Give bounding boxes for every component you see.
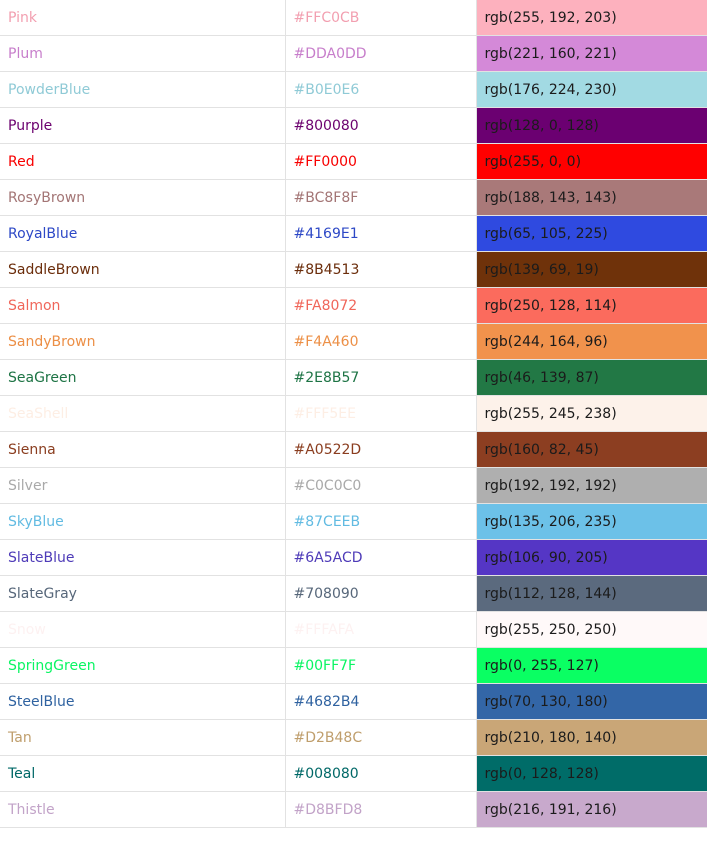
color-row: Plum #DDA0DD rgb(221, 160, 221) — [0, 35, 707, 72]
color-name: SlateBlue — [0, 539, 286, 576]
color-row: SeaGreen #2E8B57 rgb(46, 139, 87) — [0, 359, 707, 396]
color-row: Sienna #A0522D rgb(160, 82, 45) — [0, 431, 707, 468]
color-rgb-swatch: rgb(135, 206, 235) — [476, 503, 707, 540]
color-hex: #FF0000 — [285, 143, 477, 180]
color-hex: #B0E0E6 — [285, 71, 477, 108]
color-name: SteelBlue — [0, 683, 286, 720]
color-row: SandyBrown #F4A460 rgb(244, 164, 96) — [0, 323, 707, 360]
color-name: SpringGreen — [0, 647, 286, 684]
color-rgb-swatch: rgb(139, 69, 19) — [476, 251, 707, 288]
color-row: Pink #FFC0CB rgb(255, 192, 203) — [0, 0, 707, 36]
color-hex: #D2B48C — [285, 719, 477, 756]
color-rgb-swatch: rgb(106, 90, 205) — [476, 539, 707, 576]
color-rgb-swatch: rgb(255, 0, 0) — [476, 143, 707, 180]
color-rgb-swatch: rgb(244, 164, 96) — [476, 323, 707, 360]
color-row: Thistle #D8BFD8 rgb(216, 191, 216) — [0, 791, 707, 828]
color-name: Red — [0, 143, 286, 180]
color-row: Purple #800080 rgb(128, 0, 128) — [0, 107, 707, 144]
color-row: Silver #C0C0C0 rgb(192, 192, 192) — [0, 467, 707, 504]
color-hex: #87CEEB — [285, 503, 477, 540]
color-name: Teal — [0, 755, 286, 792]
color-row: SlateBlue #6A5ACD rgb(106, 90, 205) — [0, 539, 707, 576]
color-row: SpringGreen #00FF7F rgb(0, 255, 127) — [0, 647, 707, 684]
color-name: Tan — [0, 719, 286, 756]
color-name: SaddleBrown — [0, 251, 286, 288]
color-rgb-swatch: rgb(160, 82, 45) — [476, 431, 707, 468]
color-row: RoyalBlue #4169E1 rgb(65, 105, 225) — [0, 215, 707, 252]
color-name: SkyBlue — [0, 503, 286, 540]
color-rgb-swatch: rgb(176, 224, 230) — [476, 71, 707, 108]
color-hex: #FFFAFA — [285, 611, 477, 648]
color-rgb-swatch: rgb(128, 0, 128) — [476, 107, 707, 144]
color-row: Salmon #FA8072 rgb(250, 128, 114) — [0, 287, 707, 324]
color-name: SeaGreen — [0, 359, 286, 396]
color-hex: #708090 — [285, 575, 477, 612]
color-rgb-swatch: rgb(250, 128, 114) — [476, 287, 707, 324]
color-row: SteelBlue #4682B4 rgb(70, 130, 180) — [0, 683, 707, 720]
color-name: Salmon — [0, 287, 286, 324]
color-name: Thistle — [0, 791, 286, 828]
color-rgb-swatch: rgb(216, 191, 216) — [476, 791, 707, 828]
color-hex: #C0C0C0 — [285, 467, 477, 504]
color-rgb-swatch: rgb(65, 105, 225) — [476, 215, 707, 252]
color-row: Snow #FFFAFA rgb(255, 250, 250) — [0, 611, 707, 648]
color-hex: #4682B4 — [285, 683, 477, 720]
color-rgb-swatch: rgb(46, 139, 87) — [476, 359, 707, 396]
color-name: Purple — [0, 107, 286, 144]
color-rgb-swatch: rgb(210, 180, 140) — [476, 719, 707, 756]
color-row: PowderBlue #B0E0E6 rgb(176, 224, 230) — [0, 71, 707, 108]
color-hex: #BC8F8F — [285, 179, 477, 216]
color-row: SaddleBrown #8B4513 rgb(139, 69, 19) — [0, 251, 707, 288]
color-hex: #F4A460 — [285, 323, 477, 360]
color-hex: #008080 — [285, 755, 477, 792]
color-name: Silver — [0, 467, 286, 504]
color-table: Pink #FFC0CB rgb(255, 192, 203) Plum #DDA0DD… — [0, 0, 707, 828]
color-rgb-swatch: rgb(0, 255, 127) — [476, 647, 707, 684]
color-table-body: Pink #FFC0CB rgb(255, 192, 203) Plum #DDA0DD… — [0, 0, 707, 828]
color-hex: #FFC0CB — [285, 0, 477, 36]
color-name: Pink — [0, 0, 286, 36]
color-hex: #6A5ACD — [285, 539, 477, 576]
color-hex: #00FF7F — [285, 647, 477, 684]
color-row: SeaShell #FFF5EE rgb(255, 245, 238) — [0, 395, 707, 432]
color-name: PowderBlue — [0, 71, 286, 108]
color-row: SlateGray #708090 rgb(112, 128, 144) — [0, 575, 707, 612]
color-rgb-swatch: rgb(255, 250, 250) — [476, 611, 707, 648]
color-row: SkyBlue #87CEEB rgb(135, 206, 235) — [0, 503, 707, 540]
color-rgb-swatch: rgb(70, 130, 180) — [476, 683, 707, 720]
color-hex: #A0522D — [285, 431, 477, 468]
color-name: Snow — [0, 611, 286, 648]
color-hex: #D8BFD8 — [285, 791, 477, 828]
color-rgb-swatch: rgb(255, 192, 203) — [476, 0, 707, 36]
color-name: Sienna — [0, 431, 286, 468]
color-rgb-swatch: rgb(255, 245, 238) — [476, 395, 707, 432]
color-row: Tan #D2B48C rgb(210, 180, 140) — [0, 719, 707, 756]
color-hex: #8B4513 — [285, 251, 477, 288]
color-name: SandyBrown — [0, 323, 286, 360]
color-rgb-swatch: rgb(221, 160, 221) — [476, 35, 707, 72]
color-hex: #FFF5EE — [285, 395, 477, 432]
color-rgb-swatch: rgb(188, 143, 143) — [476, 179, 707, 216]
color-row: RosyBrown #BC8F8F rgb(188, 143, 143) — [0, 179, 707, 216]
color-rgb-swatch: rgb(112, 128, 144) — [476, 575, 707, 612]
color-rgb-swatch: rgb(192, 192, 192) — [476, 467, 707, 504]
color-name: SlateGray — [0, 575, 286, 612]
color-name: RosyBrown — [0, 179, 286, 216]
color-rgb-swatch: rgb(0, 128, 128) — [476, 755, 707, 792]
color-hex: #4169E1 — [285, 215, 477, 252]
color-hex: #FA8072 — [285, 287, 477, 324]
color-hex: #800080 — [285, 107, 477, 144]
color-row: Teal #008080 rgb(0, 128, 128) — [0, 755, 707, 792]
color-name: Plum — [0, 35, 286, 72]
color-hex: #2E8B57 — [285, 359, 477, 396]
color-name: SeaShell — [0, 395, 286, 432]
color-name: RoyalBlue — [0, 215, 286, 252]
color-hex: #DDA0DD — [285, 35, 477, 72]
color-row: Red #FF0000 rgb(255, 0, 0) — [0, 143, 707, 180]
